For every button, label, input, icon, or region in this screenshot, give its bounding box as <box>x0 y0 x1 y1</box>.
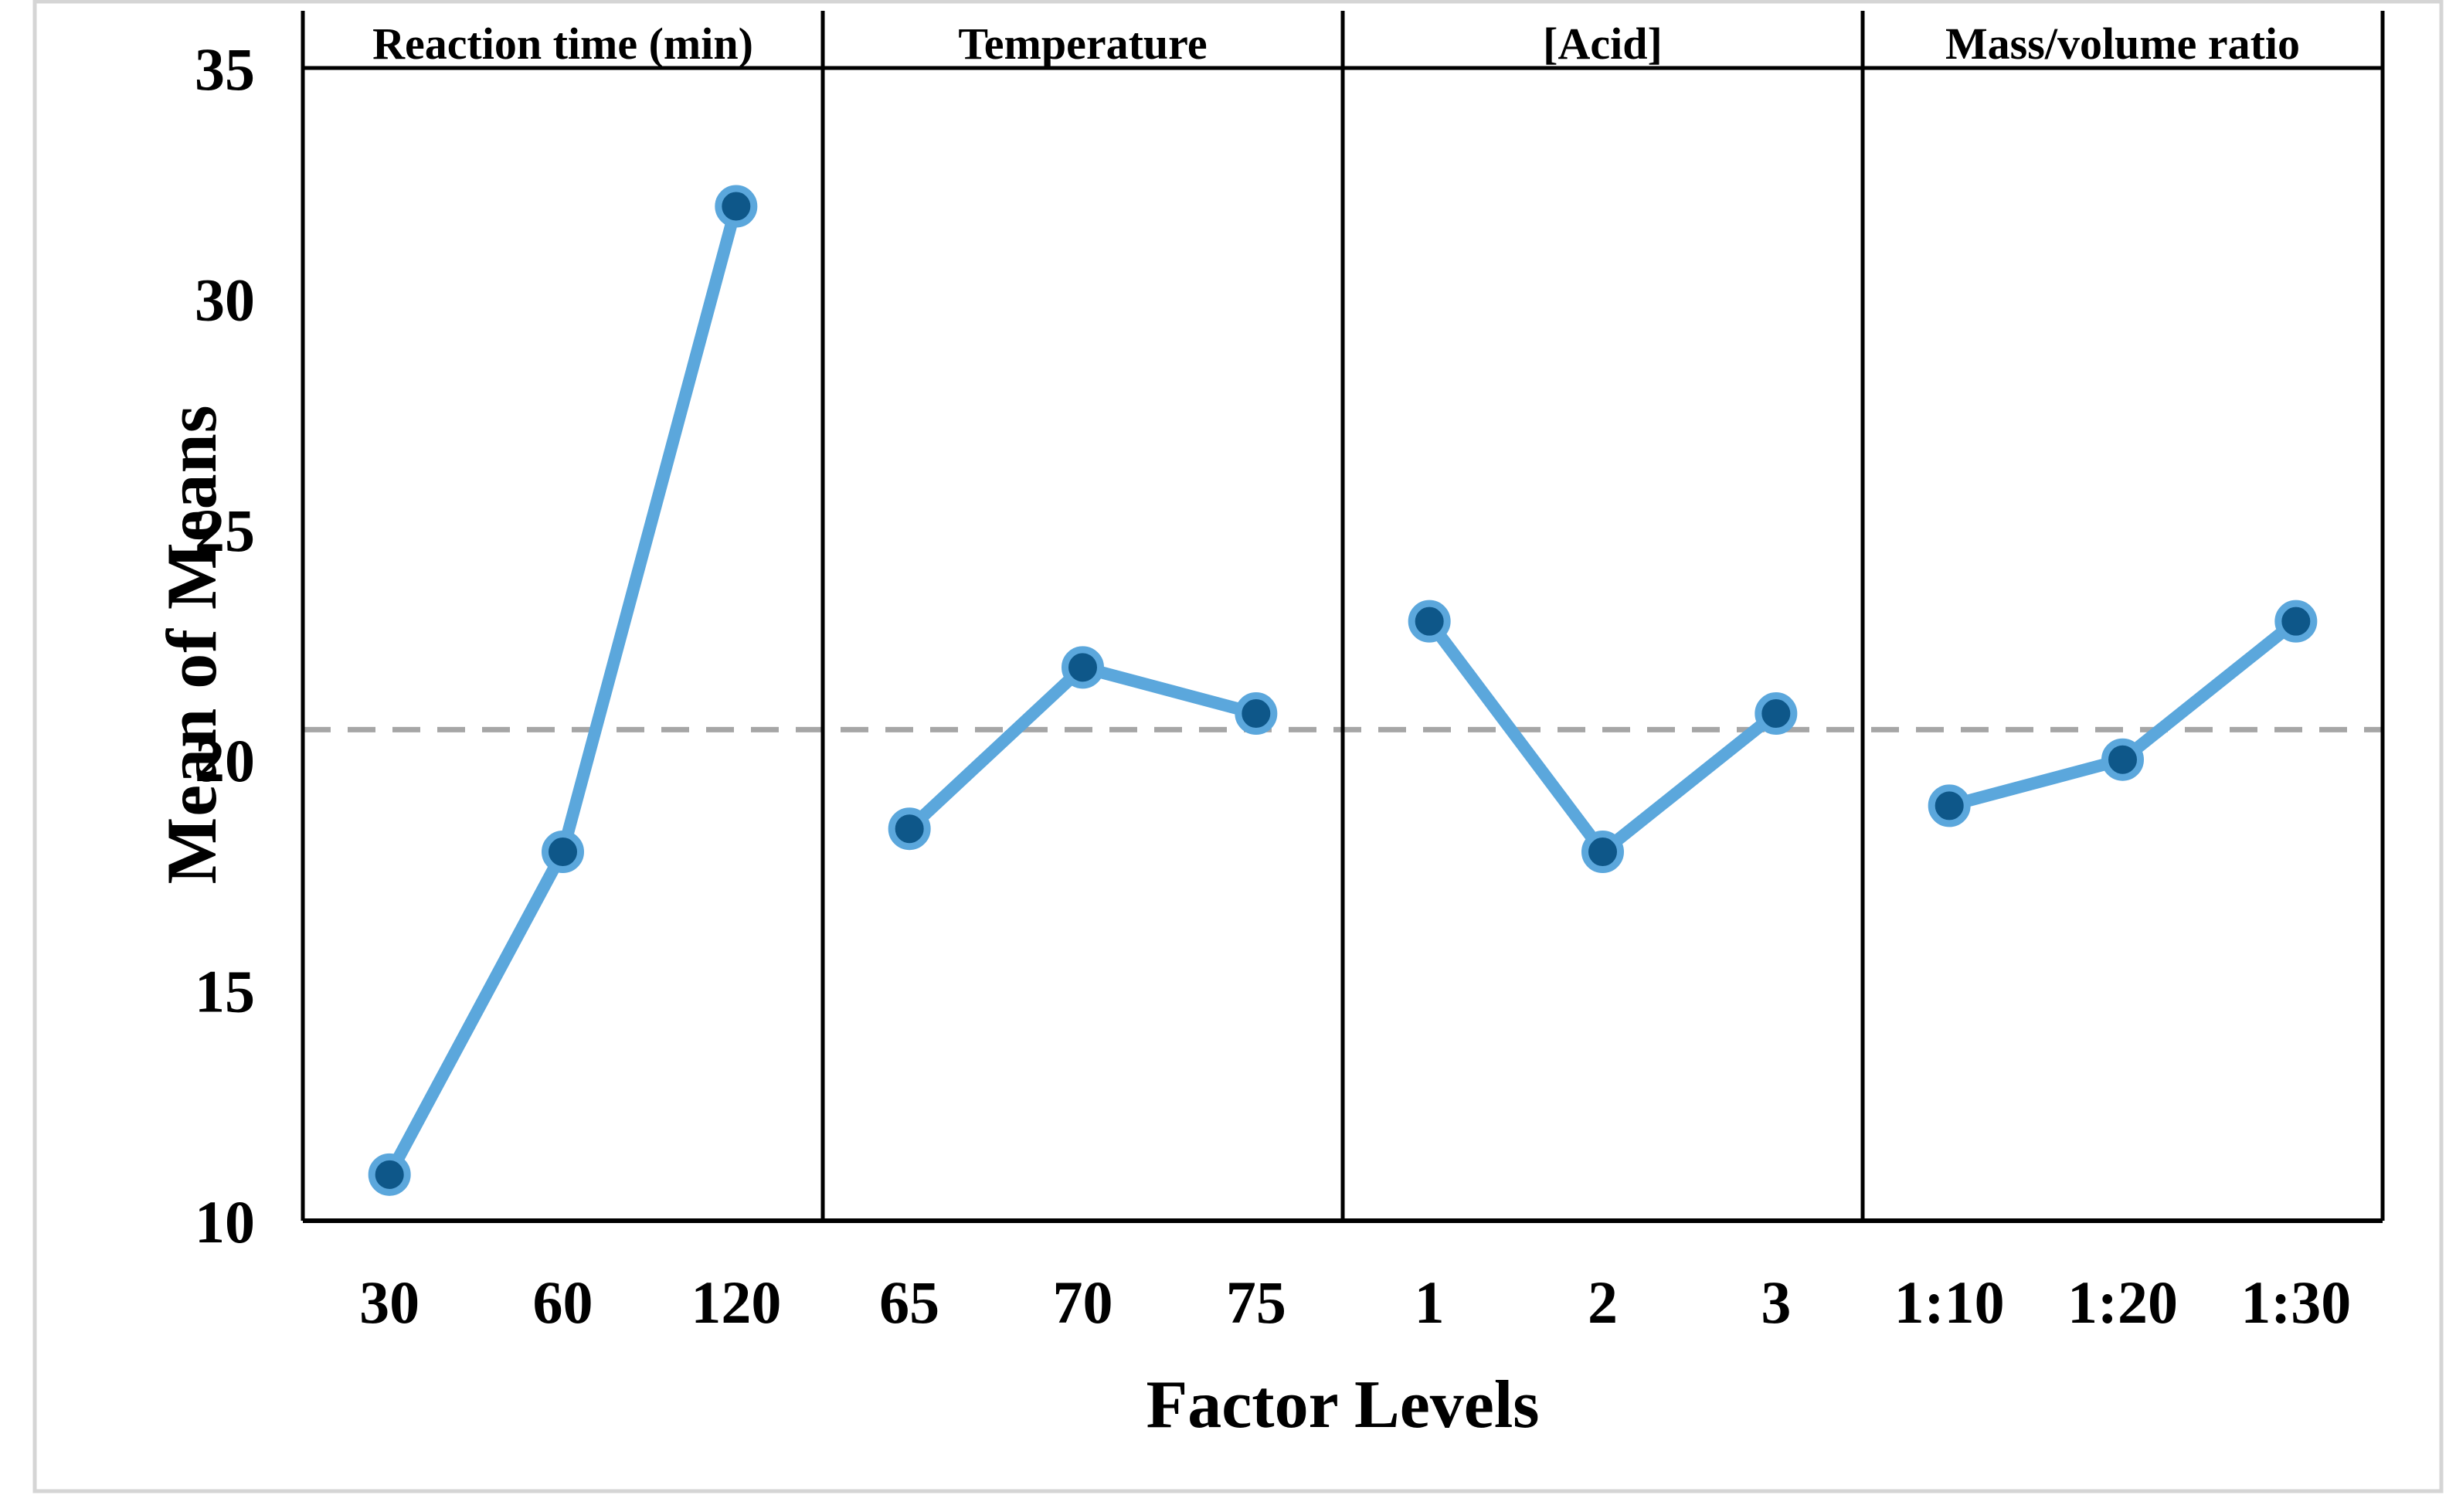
data-point-marker <box>2274 600 2318 643</box>
y-tick-label: 15 <box>195 958 255 1025</box>
x-tick-label: 65 <box>879 1269 939 1336</box>
x-tick-label: 120 <box>691 1269 781 1336</box>
data-point-marker <box>1062 646 1104 689</box>
x-tick-label: 60 <box>533 1269 593 1336</box>
y-tick-label: 10 <box>195 1188 255 1255</box>
data-point-marker <box>1928 784 1971 827</box>
x-tick-label: 75 <box>1226 1269 1286 1336</box>
x-tick-label: 70 <box>1053 1269 1113 1336</box>
x-tick-label: 1:10 <box>1894 1269 2005 1336</box>
panel-header: Reaction time (min) <box>372 19 753 69</box>
data-point-marker <box>1581 831 1624 874</box>
data-point-marker <box>888 807 931 851</box>
y-axis-title: Mean of Means <box>152 404 231 885</box>
data-point-marker <box>1408 600 1451 643</box>
panel-header: Temperature <box>958 19 1207 69</box>
data-point-marker <box>368 1153 411 1196</box>
x-tick-label: 1:20 <box>2067 1269 2178 1336</box>
data-point-marker <box>2101 738 2144 781</box>
data-point-marker <box>542 831 584 874</box>
series-line <box>1423 615 1782 858</box>
panel-header: [Acid] <box>1543 19 1663 69</box>
data-point-marker <box>1755 692 1798 736</box>
figure-border <box>32 0 2444 1493</box>
x-axis-title: Factor Levels <box>1146 1368 1540 1442</box>
x-tick-label: 30 <box>359 1269 420 1336</box>
x-tick-label: 1:30 <box>2240 1269 2351 1336</box>
series-line <box>383 200 742 1181</box>
y-tick-label: 20 <box>195 727 255 794</box>
data-point-marker <box>1235 692 1278 736</box>
data-point-marker <box>715 185 758 228</box>
y-tick-label: 35 <box>195 36 255 103</box>
x-tick-label: 2 <box>1588 1269 1618 1336</box>
x-tick-label: 1 <box>1415 1269 1445 1336</box>
panel-header: Mass/volume ratio <box>1945 19 2300 69</box>
y-tick-label: 25 <box>195 497 255 564</box>
y-tick-label: 30 <box>195 266 255 333</box>
x-tick-label: 3 <box>1761 1269 1791 1336</box>
series-line <box>903 661 1262 835</box>
